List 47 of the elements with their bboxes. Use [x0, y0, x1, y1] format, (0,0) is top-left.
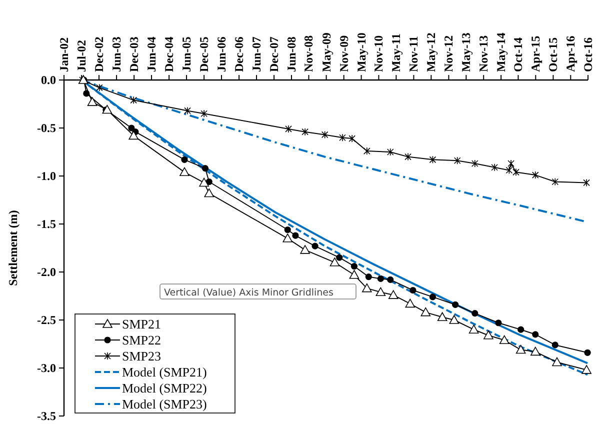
legend-label: Model (SMP21)	[122, 364, 207, 380]
x-tick-label: Jul-02	[74, 40, 89, 72]
x-tick-label: Nov-10	[372, 35, 386, 72]
x-tick-label: Dec-06	[232, 36, 246, 72]
x-tick-label: Jun-06	[214, 36, 229, 72]
x-tick-label: Dec-02	[92, 36, 106, 72]
x-tick-label: Oct-15	[546, 37, 560, 72]
x-tick-label: Jun-04	[144, 36, 159, 72]
x-tick-label: Dec-05	[197, 36, 212, 72]
x-tick-label: Oct-16	[581, 37, 595, 72]
x-tick-label: Nov-12	[442, 35, 456, 72]
x-tick-label: May-14	[494, 32, 508, 72]
y-tick-label: -2.0	[37, 265, 56, 279]
legend-label: Model (SMP23)	[122, 396, 207, 412]
x-tick-label: Apr-16	[564, 36, 578, 72]
x-tick-label: Nov-08	[302, 35, 316, 72]
x-tick-label: Jun-05	[180, 36, 194, 72]
x-tick-label: Jun-07	[250, 36, 264, 72]
legend-label: Model (SMP22)	[122, 380, 207, 396]
x-tick-label: May-09	[319, 32, 334, 72]
x-tick-label: Jun-03	[110, 36, 124, 72]
legend-label: SMP23	[122, 348, 162, 364]
x-tick-label: Nov-09	[336, 35, 351, 72]
x-tick-label: Apr-15	[528, 36, 543, 72]
x-tick-label: Dec-04	[162, 36, 176, 72]
x-tick-label: Dec-03	[127, 36, 142, 72]
y-tick-label: -0.5	[37, 121, 56, 135]
x-tick-label: May-12	[424, 32, 438, 72]
x-tick-label: Jun-08	[284, 36, 298, 72]
y-tick-label: 0.0	[41, 73, 56, 87]
y-tick-label: -2.5	[37, 313, 56, 327]
y-tick-label: -3.0	[37, 361, 56, 375]
y-tick-label: -1.5	[37, 217, 56, 231]
legend-label: SMP22	[122, 332, 162, 348]
y-axis-title: Settlement (m)	[6, 210, 20, 286]
x-tick-label: Dec-07	[267, 36, 282, 72]
x-tick-label: May-11	[389, 33, 404, 72]
x-tick-label: Nov-11	[406, 36, 421, 72]
y-tick-label: -3.5	[37, 409, 56, 423]
legend-label: SMP21	[122, 316, 162, 332]
x-tick-label: Oct-14	[511, 37, 526, 72]
x-tick-label: May-13	[459, 32, 474, 72]
annotation: Vertical (Value) Axis Minor Gridlines	[164, 288, 334, 298]
x-tick-label: Nov-13	[476, 35, 491, 72]
y-tick-label: -1.0	[37, 169, 56, 183]
x-tick-label: May-10	[354, 32, 368, 72]
x-tick-label: Jan-02	[57, 37, 71, 72]
